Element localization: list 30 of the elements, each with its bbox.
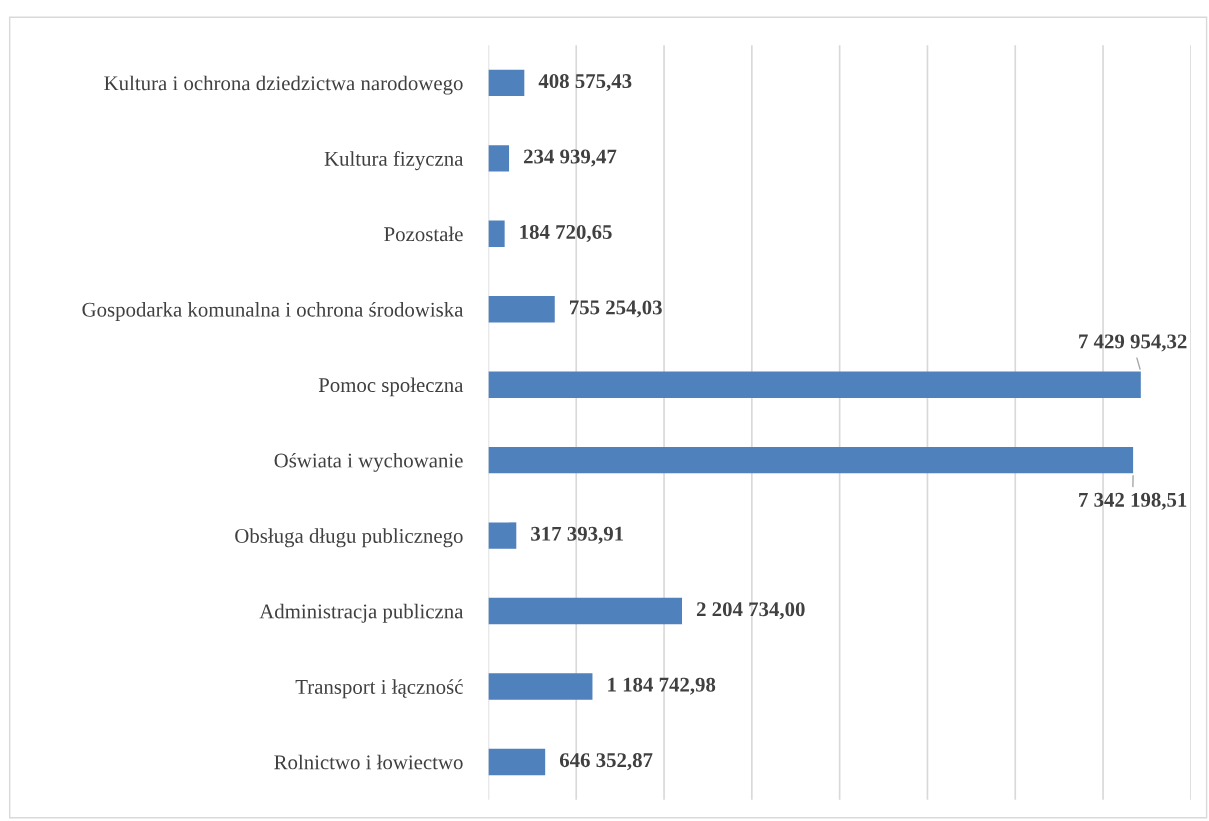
data-label: 1 184 742,98	[608, 677, 716, 695]
data-label: 317 393,91	[531, 526, 624, 544]
y-tick-label: Obsługa długu publicznego	[235, 528, 463, 548]
y-tick-label: Kultura fizyczna	[324, 151, 464, 171]
y-tick-label: Pomoc społeczna	[318, 377, 464, 397]
y-tick-label: Pozostałe	[384, 226, 463, 242]
bar	[488, 371, 1141, 398]
bar	[488, 145, 510, 172]
data-label: 646 352,87	[559, 753, 653, 771]
y-tick-label: Kultura i ochrona dziedzictwa narodowego	[104, 75, 463, 95]
data-label: 7 342 198,51	[1079, 492, 1187, 510]
bar	[488, 69, 525, 97]
data-label: 408 575,43	[538, 74, 632, 92]
data-label: 7 429 954,32	[1079, 334, 1187, 352]
bar	[488, 597, 683, 625]
data-label: 234 939,47	[523, 149, 617, 167]
bar	[488, 296, 555, 323]
bar	[488, 220, 505, 247]
bar	[488, 748, 546, 776]
y-tick-label: Oświata i wychowanie	[274, 452, 463, 472]
data-label: 755 254,03	[569, 300, 662, 318]
y-tick-label: Transport i łączność	[295, 679, 463, 699]
bar	[488, 673, 593, 700]
data-label: 2 204 734,00	[696, 602, 805, 620]
y-tick-label: Administracja publiczna	[259, 603, 464, 623]
bar	[488, 446, 1134, 474]
y-tick-label: Gospodarka komunalna i ochrona środowiska	[82, 301, 464, 321]
y-tick-label: Rolnictwo i łowiectwo	[274, 754, 463, 770]
data-label: 184 720,65	[520, 224, 612, 243]
bar	[488, 522, 517, 549]
